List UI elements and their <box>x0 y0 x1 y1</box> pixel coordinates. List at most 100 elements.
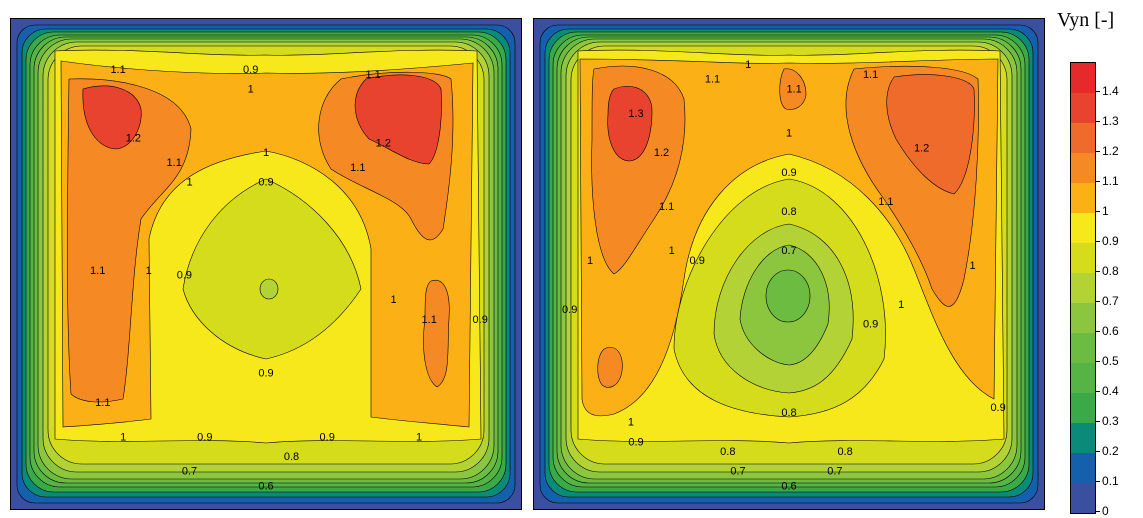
band-1-1-right-small <box>423 279 450 388</box>
contour-plot-right-svg: 0.6 0.7 0.7 0.8 0.8 0.9 1 0.8 0.9 0.9 1 1 0.9 0.7 0.8 0… <box>534 19 1044 509</box>
contour-label: 1.1 <box>705 74 720 86</box>
contour-label: 0.9 <box>243 64 258 76</box>
contour-label: 1.1 <box>863 69 878 81</box>
contour-label: 0.8 <box>284 451 299 463</box>
contour-label: 1.1 <box>365 69 380 81</box>
contour-label: 0.9 <box>197 431 212 443</box>
contour-label: 1.2 <box>126 133 141 145</box>
contour-label: 0.6 <box>258 480 273 492</box>
colorbar-title: Vyn [-] <box>1057 9 1115 31</box>
contour-label: 0.7 <box>827 466 842 478</box>
contour-label: 1.1 <box>110 64 125 76</box>
contour-label: 0.7 <box>781 245 796 257</box>
colorbar-tick-label: 1 <box>1095 204 1109 218</box>
contour-label: 1 <box>120 431 126 443</box>
band-1-1-small <box>597 347 623 388</box>
contour-bands-right <box>534 19 1044 509</box>
colorbar-tick-label: 0.7 <box>1095 294 1119 308</box>
contour-label: 0.6 <box>781 480 796 492</box>
colorbar-segment <box>1071 63 1095 93</box>
contour-bands-left <box>11 19 521 509</box>
band-0-6-center <box>765 269 811 323</box>
colorbar-segment <box>1071 213 1095 243</box>
band-1-2-right <box>354 74 442 165</box>
colorbar-tick-label: 1.1 <box>1095 174 1119 188</box>
colorbar-segment <box>1071 303 1095 333</box>
contour-label: 1 <box>146 265 152 277</box>
band-0-8-center <box>259 278 279 300</box>
contour-label: 0.7 <box>730 466 745 478</box>
contour-label: 1 <box>628 417 634 429</box>
contour-label: 0.9 <box>473 314 488 326</box>
colorbar-tick-label: 0.5 <box>1095 354 1119 368</box>
contour-label: 1 <box>970 260 976 272</box>
colorbar-segment <box>1071 273 1095 303</box>
contour-label: 0.9 <box>781 167 796 179</box>
colorbar-tick-label: 1.3 <box>1095 114 1119 128</box>
colorbar-segment <box>1071 93 1095 123</box>
contour-label: 1.1 <box>350 162 365 174</box>
contour-label: 0.9 <box>258 177 273 189</box>
contour-label: 0.8 <box>781 407 796 419</box>
contour-label: 0.8 <box>720 446 735 458</box>
contour-label: 1 <box>263 147 269 159</box>
contour-label: 1.3 <box>628 108 643 120</box>
contour-label: 0.9 <box>258 368 273 380</box>
band-1-2-right <box>886 74 975 195</box>
colorbar-tick-label: 0 <box>1095 504 1109 518</box>
contour-label: 0.9 <box>690 255 705 267</box>
colorbar-tick-label: 1.2 <box>1095 144 1119 158</box>
contour-label: 0.9 <box>990 402 1005 414</box>
contour-label: 0.8 <box>837 446 852 458</box>
contour-plot-right: 0.6 0.7 0.7 0.8 0.8 0.9 1 0.8 0.9 0.9 1 1 0.9 0.7 0.8 0… <box>533 18 1045 510</box>
colorbar-segment <box>1071 123 1095 153</box>
contour-label: 1 <box>186 177 192 189</box>
contour-label: 1 <box>248 84 254 96</box>
contour-label: 0.9 <box>863 319 878 331</box>
contour-label: 1.1 <box>422 314 437 326</box>
colorbar-segment <box>1071 363 1095 393</box>
band-1-2-left <box>82 85 142 150</box>
band-0-9-center <box>182 178 362 360</box>
contour-label: 1.2 <box>654 147 669 159</box>
contour-label: 1.2 <box>376 137 391 149</box>
contour-label: 1 <box>416 431 422 443</box>
colorbar-tick-label: 0.1 <box>1095 474 1119 488</box>
contour-label: 0.9 <box>177 270 192 282</box>
colorbar-segment <box>1071 453 1095 483</box>
contour-label: 0.9 <box>628 436 643 448</box>
contour-label: 0.9 <box>562 304 577 316</box>
colorbar-tick-label: 0.8 <box>1095 264 1119 278</box>
contour-label: 0.8 <box>781 206 796 218</box>
contour-label: 1.2 <box>914 142 929 154</box>
contour-label: 1.1 <box>878 196 893 208</box>
contour-label: 1.1 <box>167 157 182 169</box>
colorbar-tick-label: 0.4 <box>1095 384 1119 398</box>
colorbar-segment <box>1071 393 1095 423</box>
contour-label: 0.9 <box>320 431 335 443</box>
colorbar-tick-label: 1.4 <box>1095 84 1119 98</box>
contour-labels-left: 0.6 0.7 0.8 0.9 0.9 1 1 1.1 0.9 1.1 1 0.9 1 1.1 0.9 0.9… <box>90 64 488 492</box>
contour-label: 1 <box>898 299 904 311</box>
colorbar-segment <box>1071 243 1095 273</box>
colorbar <box>1070 62 1096 514</box>
contour-label: 1 <box>669 245 675 257</box>
colorbar-tick-label: 0.6 <box>1095 324 1119 338</box>
contour-label: 1 <box>745 59 751 71</box>
contour-plot-left: 0.6 0.7 0.8 0.9 0.9 1 1 1.1 0.9 1.1 1 0.9 1 1.1 0.9 0.9… <box>10 18 522 510</box>
colorbar-segment <box>1071 333 1095 363</box>
colorbar-segment <box>1071 183 1095 213</box>
band-1-3-left <box>607 85 653 162</box>
contour-label: 1 <box>587 255 593 267</box>
contour-label: 1 <box>786 128 792 140</box>
colorbar-tick-label: 0.9 <box>1095 234 1119 248</box>
contour-label: 1.1 <box>90 265 105 277</box>
contour-label: 1.1 <box>786 84 801 96</box>
contour-label: 1.1 <box>659 201 674 213</box>
band-1-1-left <box>67 78 192 403</box>
contour-labels-right: 0.6 0.7 0.7 0.8 0.8 0.9 1 0.8 0.9 0.9 1 1 0.9 0.7 0.8 0… <box>562 59 1006 492</box>
colorbar-segment <box>1071 483 1095 513</box>
contour-plot-left-svg: 0.6 0.7 0.8 0.9 0.9 1 1 1.1 0.9 1.1 1 0.9 1 1.1 0.9 0.9… <box>11 19 521 509</box>
contour-label: 1 <box>390 294 396 306</box>
colorbar-tick-label: 0.2 <box>1095 444 1119 458</box>
